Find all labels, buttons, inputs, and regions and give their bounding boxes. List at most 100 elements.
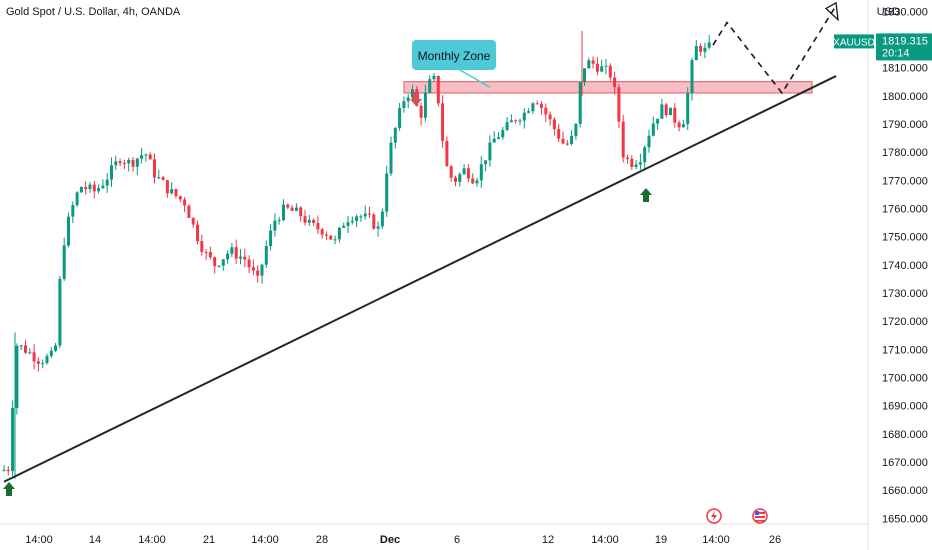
up-arrow-icon <box>640 188 652 202</box>
candle-body <box>699 46 703 52</box>
candle-body <box>479 164 483 181</box>
candle-body <box>677 122 681 128</box>
candle-body <box>673 107 677 123</box>
candle-body <box>264 246 268 265</box>
x-tick-label: 21 <box>203 534 215 546</box>
y-tick-label: 1660.000 <box>882 485 928 497</box>
candle-body <box>681 124 685 128</box>
candle-body <box>161 177 165 181</box>
candle-body <box>6 469 10 472</box>
candle-body <box>402 101 406 108</box>
candle-body <box>531 103 535 112</box>
candle-body <box>316 223 320 230</box>
candle-body <box>703 47 707 52</box>
candle-body <box>79 187 83 193</box>
projection-arrowhead <box>824 1 839 22</box>
candle-body <box>260 264 264 276</box>
candle-body <box>694 46 698 61</box>
candle-body <box>630 158 634 167</box>
flag-stripe <box>755 516 765 518</box>
candle-body <box>41 363 45 365</box>
candle-body <box>342 225 346 228</box>
candle-body <box>24 345 27 353</box>
candle-body <box>320 229 324 235</box>
candle-body <box>299 207 303 217</box>
candle-body <box>11 407 15 472</box>
y-tick-label: 1800.000 <box>882 91 928 103</box>
y-tick-label: 1710.000 <box>882 344 928 356</box>
candle-body <box>600 66 604 72</box>
candle-body <box>664 104 668 116</box>
candle-body <box>213 257 217 267</box>
candle-body <box>165 180 169 194</box>
candle-body <box>535 103 539 105</box>
x-tick-label: 12 <box>542 534 554 546</box>
candle-body <box>58 278 62 346</box>
y-tick-label: 1740.000 <box>882 260 928 272</box>
candle-body <box>114 161 118 166</box>
candle-body <box>475 180 479 184</box>
flag-stripe <box>755 512 765 514</box>
candle-body <box>290 207 294 211</box>
candle-body <box>492 138 496 143</box>
candle-body <box>88 184 92 190</box>
candle-body <box>234 247 238 259</box>
last-price-tag <box>876 33 932 61</box>
candle-body <box>643 147 647 163</box>
candle-body <box>385 173 389 212</box>
symbol-tag <box>834 34 874 49</box>
candle-body <box>449 166 453 178</box>
candle-body <box>170 189 174 194</box>
candle-body <box>587 60 591 69</box>
candle-body <box>466 168 470 179</box>
candle-body <box>484 160 488 165</box>
candle-body <box>303 216 307 223</box>
candle-body <box>445 140 449 167</box>
candle-body <box>462 168 466 175</box>
candle-body <box>217 265 221 267</box>
candle-body <box>376 226 380 229</box>
candle-body <box>544 107 548 115</box>
candle-body <box>355 216 359 221</box>
candle-body <box>380 211 384 227</box>
candle-body <box>45 356 49 364</box>
candle-body <box>393 128 397 143</box>
candle-body <box>183 199 187 206</box>
candle-body <box>656 118 660 124</box>
candle-body <box>239 256 242 259</box>
trendline <box>3 75 837 483</box>
candle-body <box>84 187 88 190</box>
candle-body <box>256 270 260 276</box>
candle-body <box>49 350 53 357</box>
candle-body <box>329 235 333 240</box>
candle-body <box>157 177 161 179</box>
x-tick-label: 26 <box>769 534 781 546</box>
candle-body <box>148 154 152 160</box>
candle-body <box>118 161 122 164</box>
candle-body <box>122 163 126 165</box>
candle-body <box>221 259 225 266</box>
candle-body <box>651 123 655 136</box>
x-tick-label: 14:00 <box>591 534 619 546</box>
y-tick-label: 1780.000 <box>882 147 928 159</box>
y-tick-label: 1720.000 <box>882 316 928 328</box>
candle-body <box>432 75 436 80</box>
candle-body <box>626 157 629 159</box>
candle-body <box>32 352 36 362</box>
callout-pointer <box>459 69 491 88</box>
candle-body <box>269 230 273 247</box>
candle-body <box>522 112 526 121</box>
candle-body <box>548 114 552 120</box>
x-tick-label: 14:00 <box>138 534 166 546</box>
y-tick-label: 1830.000 <box>882 6 928 18</box>
candle-body <box>557 128 561 139</box>
last-price-label: 1819.315 <box>882 35 928 47</box>
y-tick-label: 1790.000 <box>882 119 928 131</box>
projection-path <box>712 5 837 95</box>
y-tick-label: 1670.000 <box>882 457 928 469</box>
candle-body <box>578 82 582 124</box>
candle-body <box>204 251 208 253</box>
candle-body <box>359 216 363 218</box>
y-tick-label: 1730.000 <box>882 288 928 300</box>
